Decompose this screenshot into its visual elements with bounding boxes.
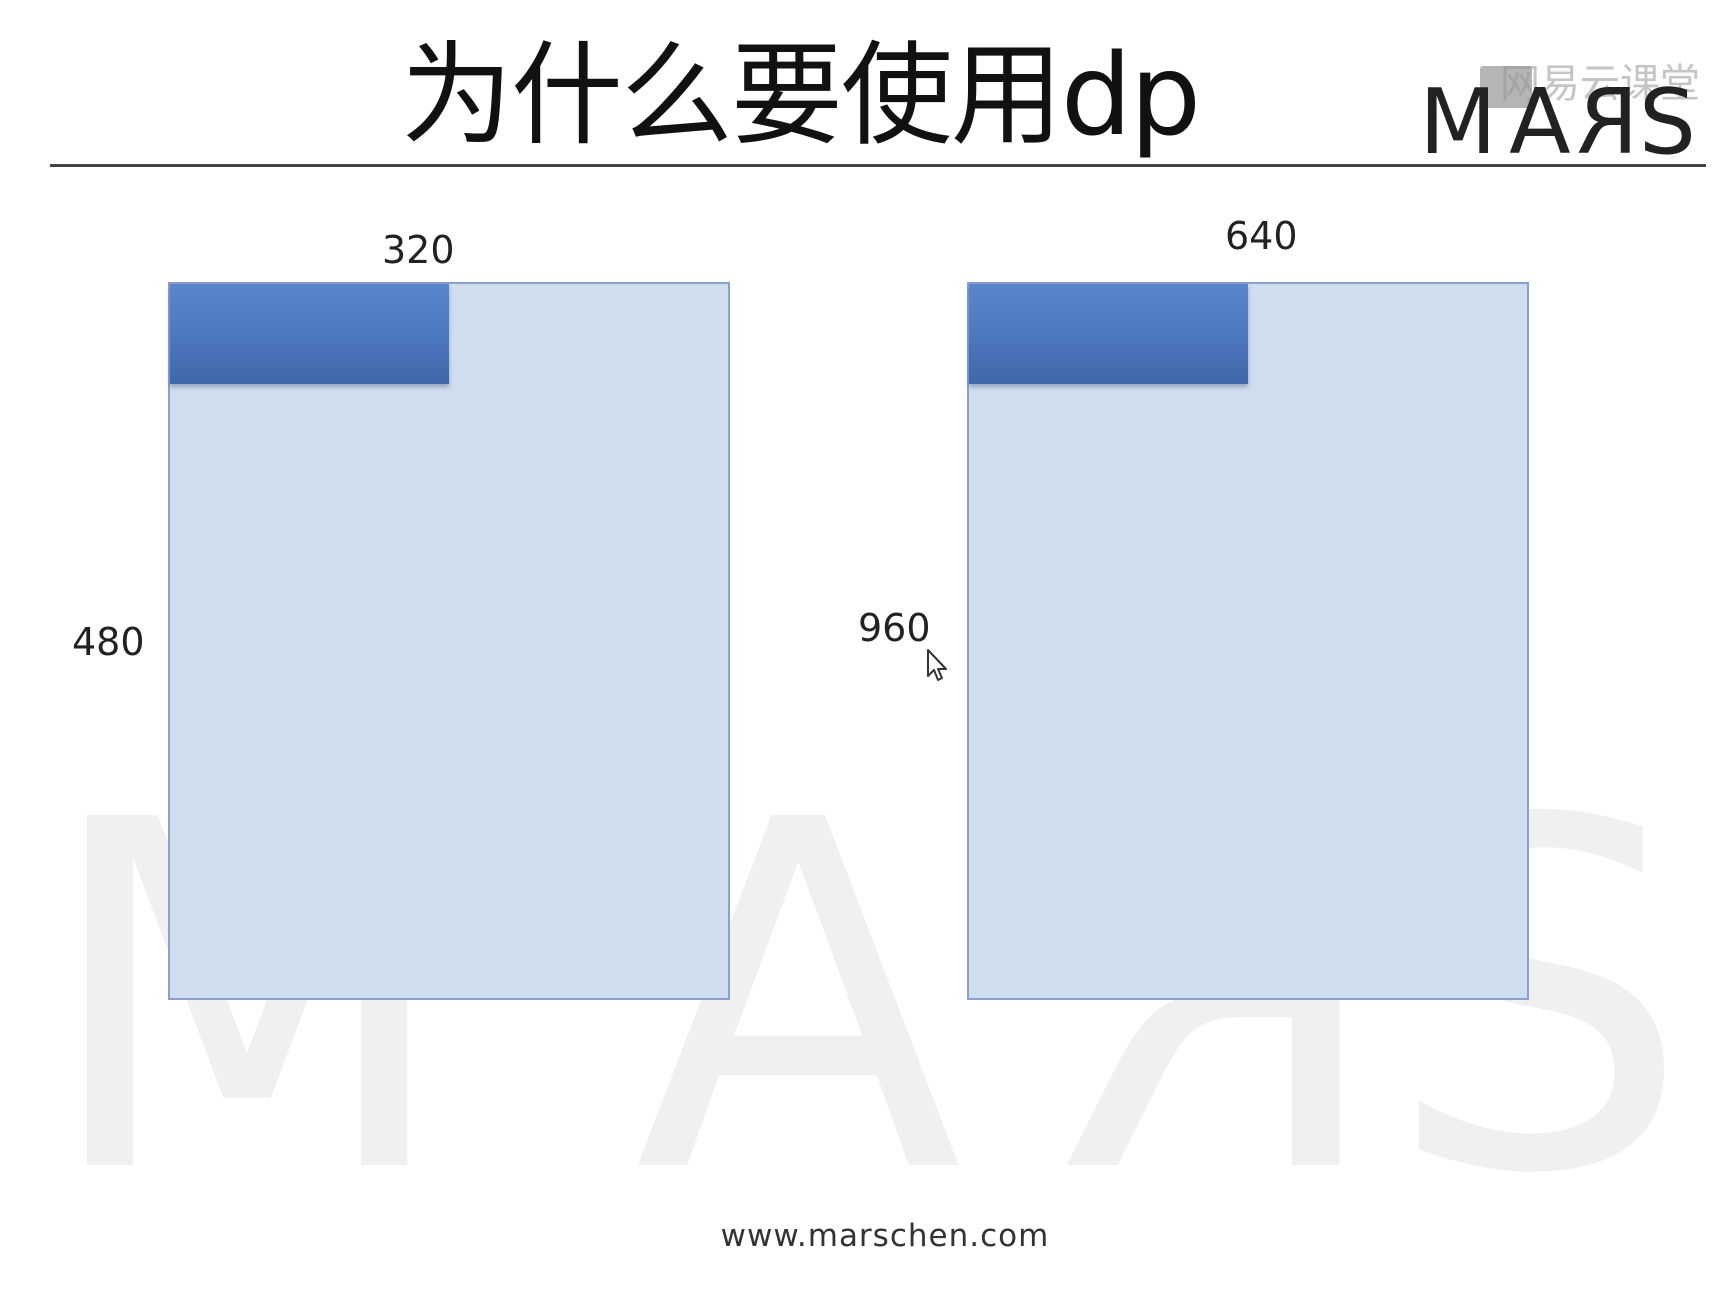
left-screen <box>168 282 730 1000</box>
right-screen-height-label: 960 <box>858 606 931 650</box>
left-screen-height-label: 480 <box>72 620 145 664</box>
logo-letter-s: S <box>1638 70 1702 175</box>
right-screen-width-label: 640 <box>1225 214 1298 258</box>
right-screen-widget <box>969 284 1248 384</box>
title-divider <box>50 164 1706 167</box>
right-screen <box>967 282 1529 1000</box>
brand-watermark: 网易云课堂 <box>1500 61 1700 107</box>
mars-logo: MARS <box>1419 70 1702 175</box>
netease-cloud-classroom-icon <box>1480 66 1532 108</box>
mouse-pointer-icon <box>927 649 947 681</box>
slide-title: 为什么要使用dp <box>400 31 1201 161</box>
left-screen-widget <box>170 284 449 384</box>
left-screen-width-label: 320 <box>382 228 455 272</box>
footer-url: www.marschen.com <box>720 1218 1050 1254</box>
logo-letter-r: R <box>1570 70 1639 175</box>
logo-letter-a: A <box>1502 70 1571 175</box>
logo-letter-m: M <box>1419 70 1503 175</box>
